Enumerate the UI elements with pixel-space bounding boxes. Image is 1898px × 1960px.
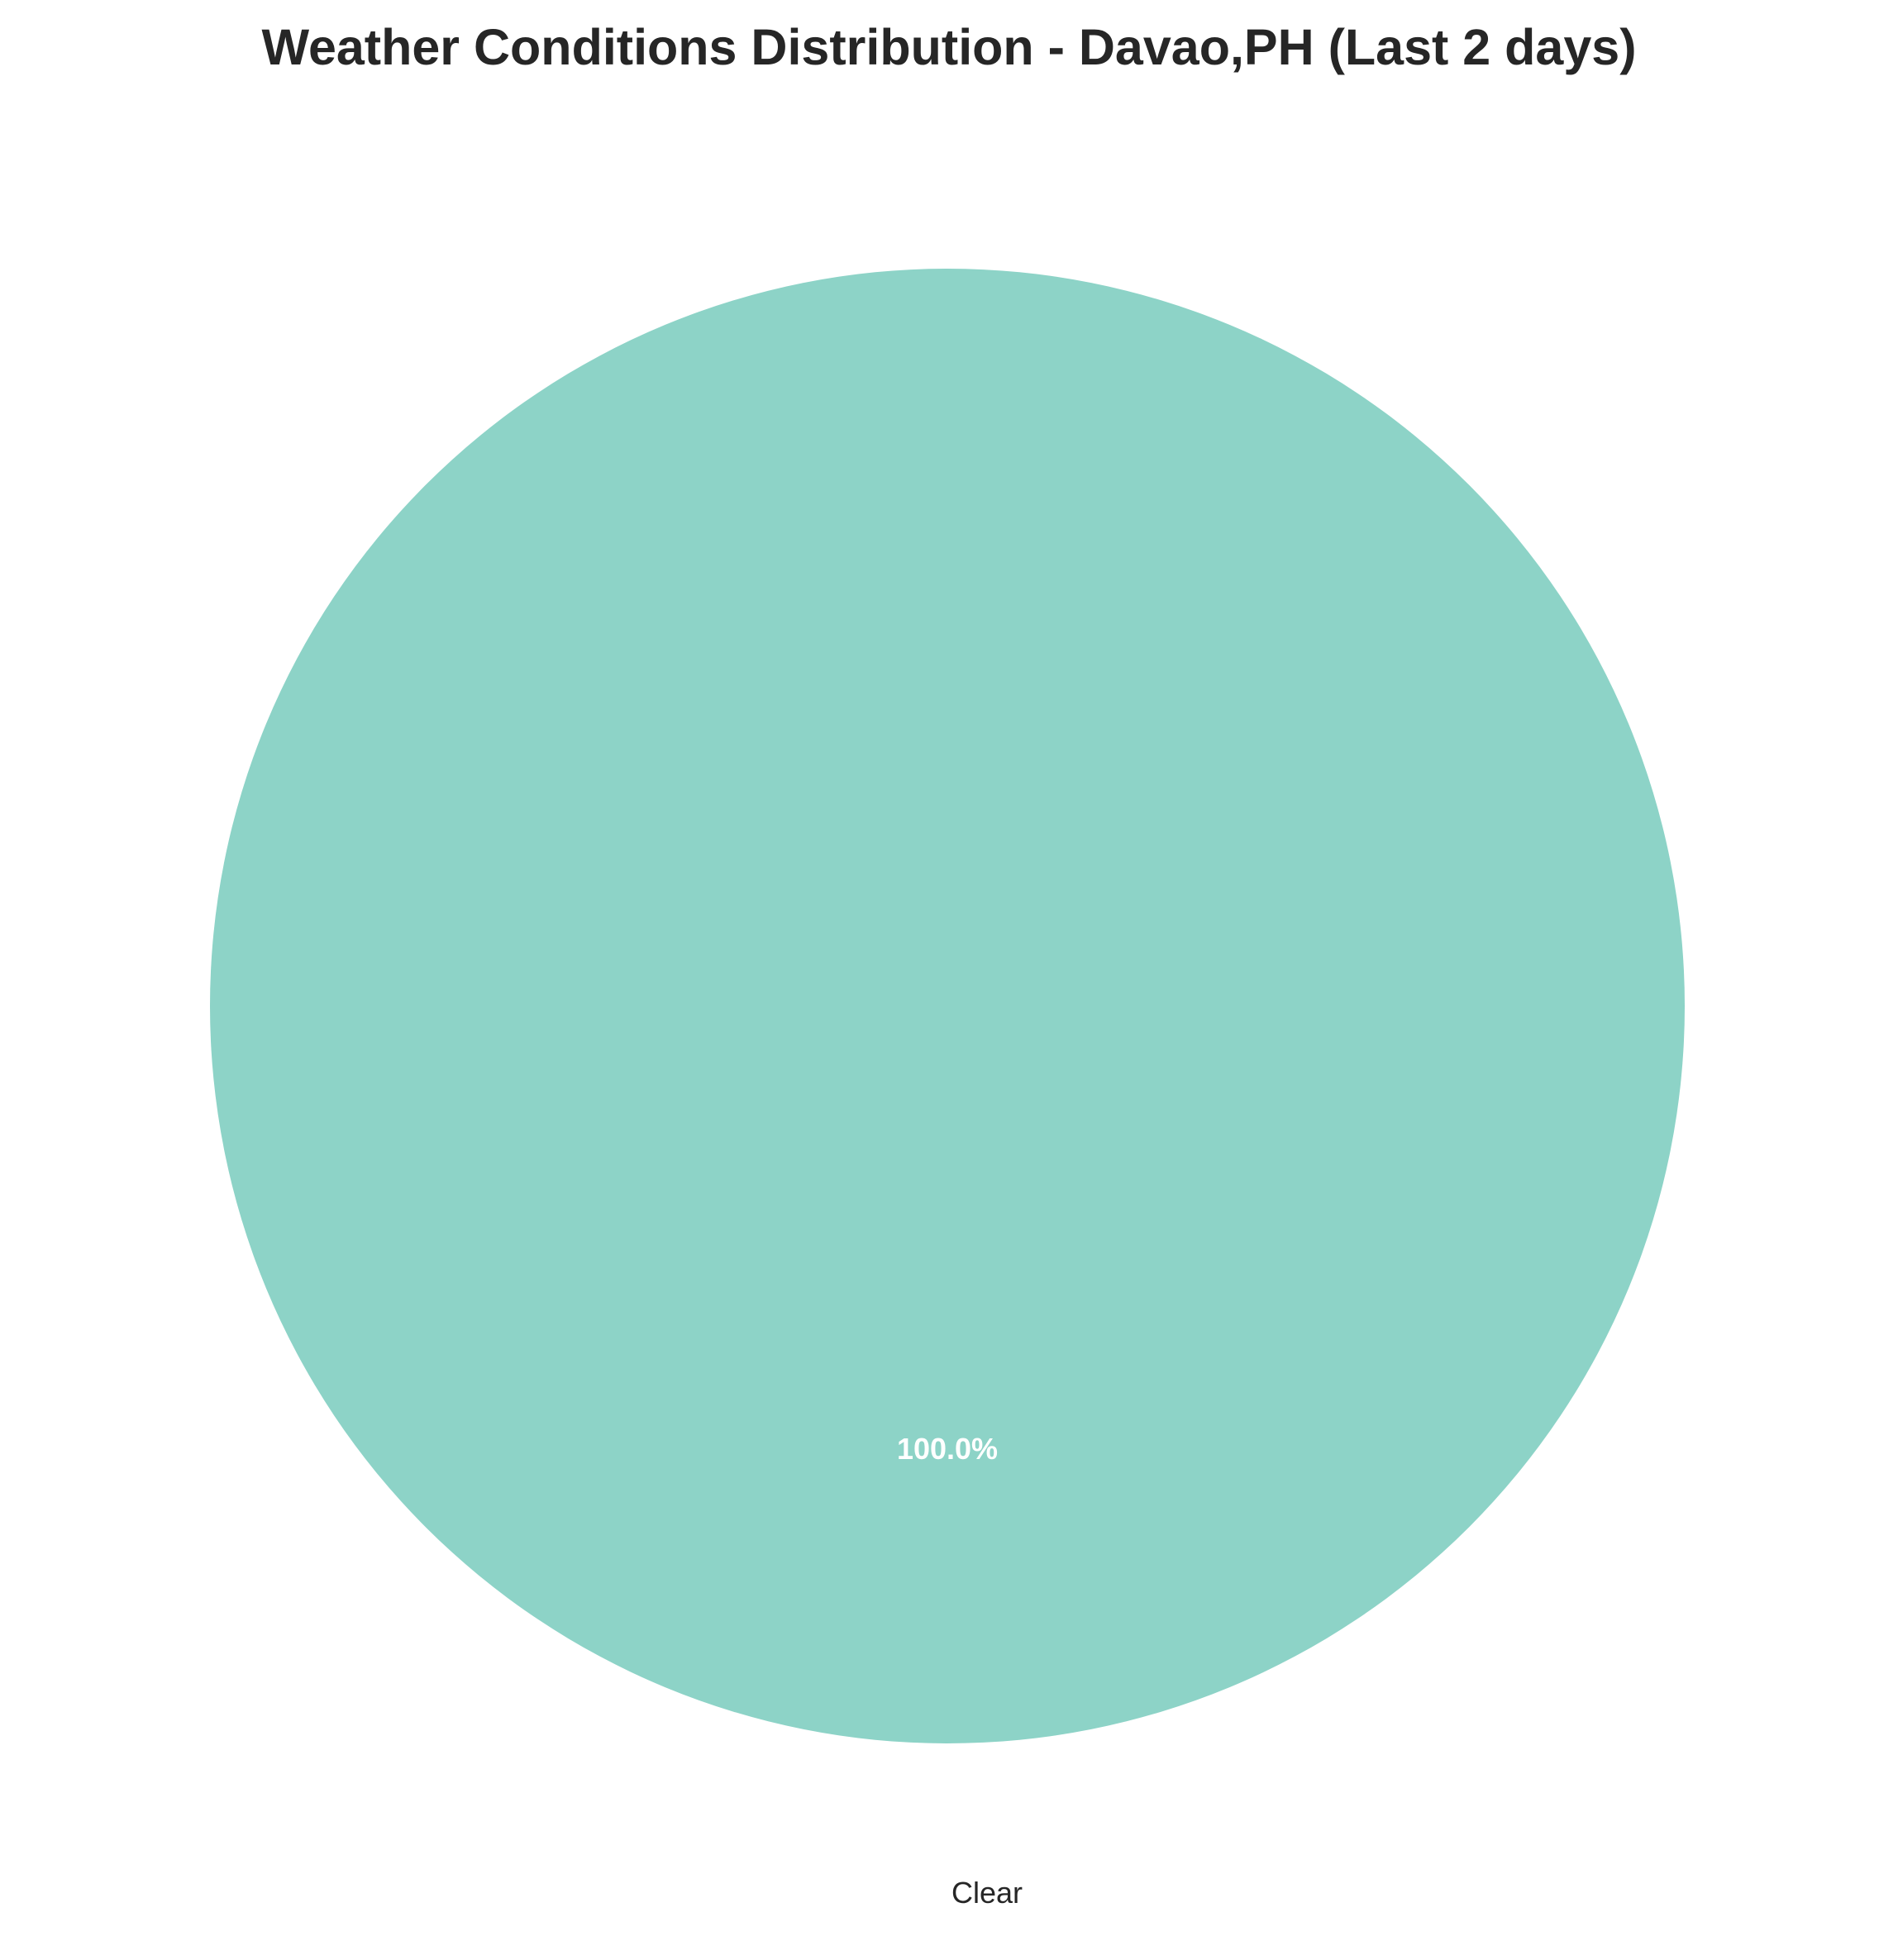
pie-slice-clear	[210, 269, 1685, 1743]
slice-category-label: Clear	[951, 1876, 1023, 1910]
slice-percent-label: 100.0%	[897, 1432, 998, 1466]
chart-title: Weather Conditions Distribution - Davao,…	[261, 19, 1636, 75]
pie-labels: Clear 100.0%	[897, 1432, 1023, 1910]
pie-slices	[210, 269, 1685, 1743]
